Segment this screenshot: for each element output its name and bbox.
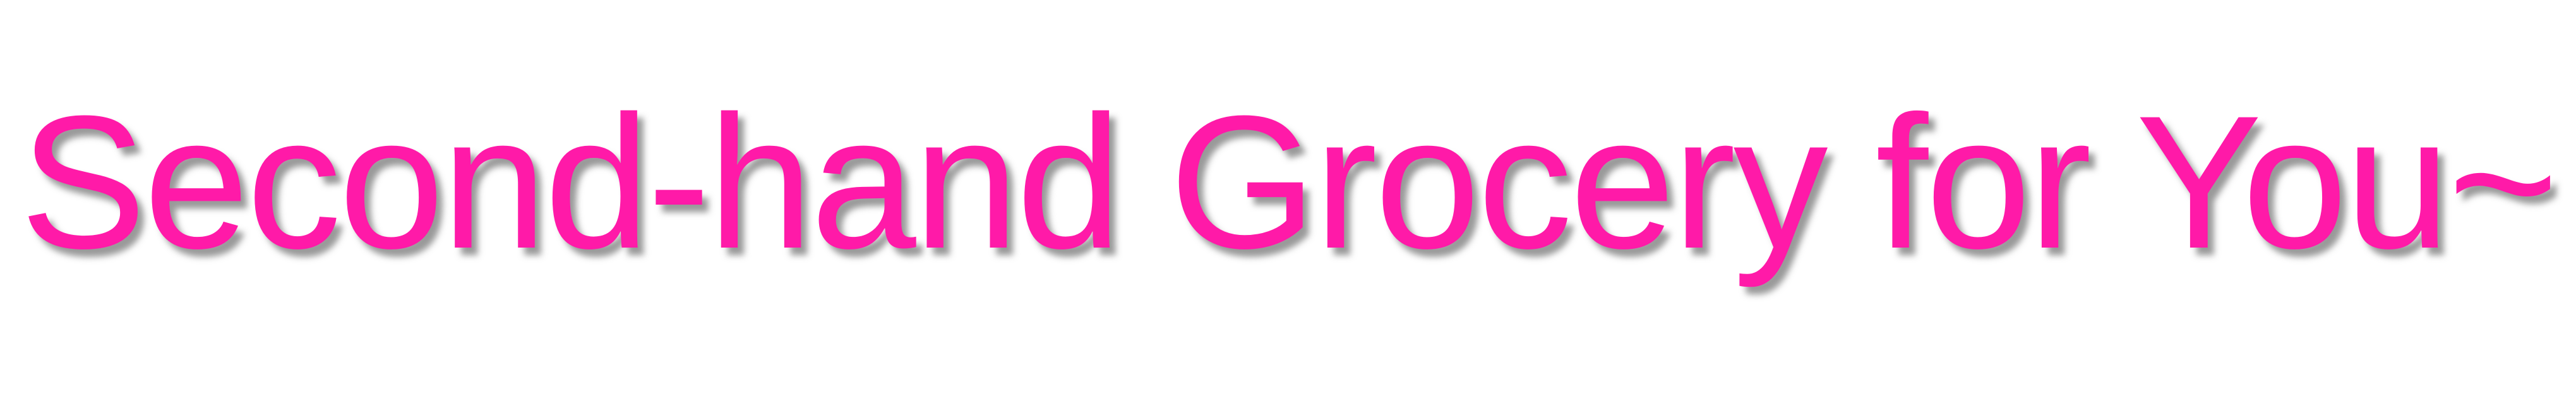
headline-text: Second-hand Grocery for You~	[20, 76, 2559, 288]
